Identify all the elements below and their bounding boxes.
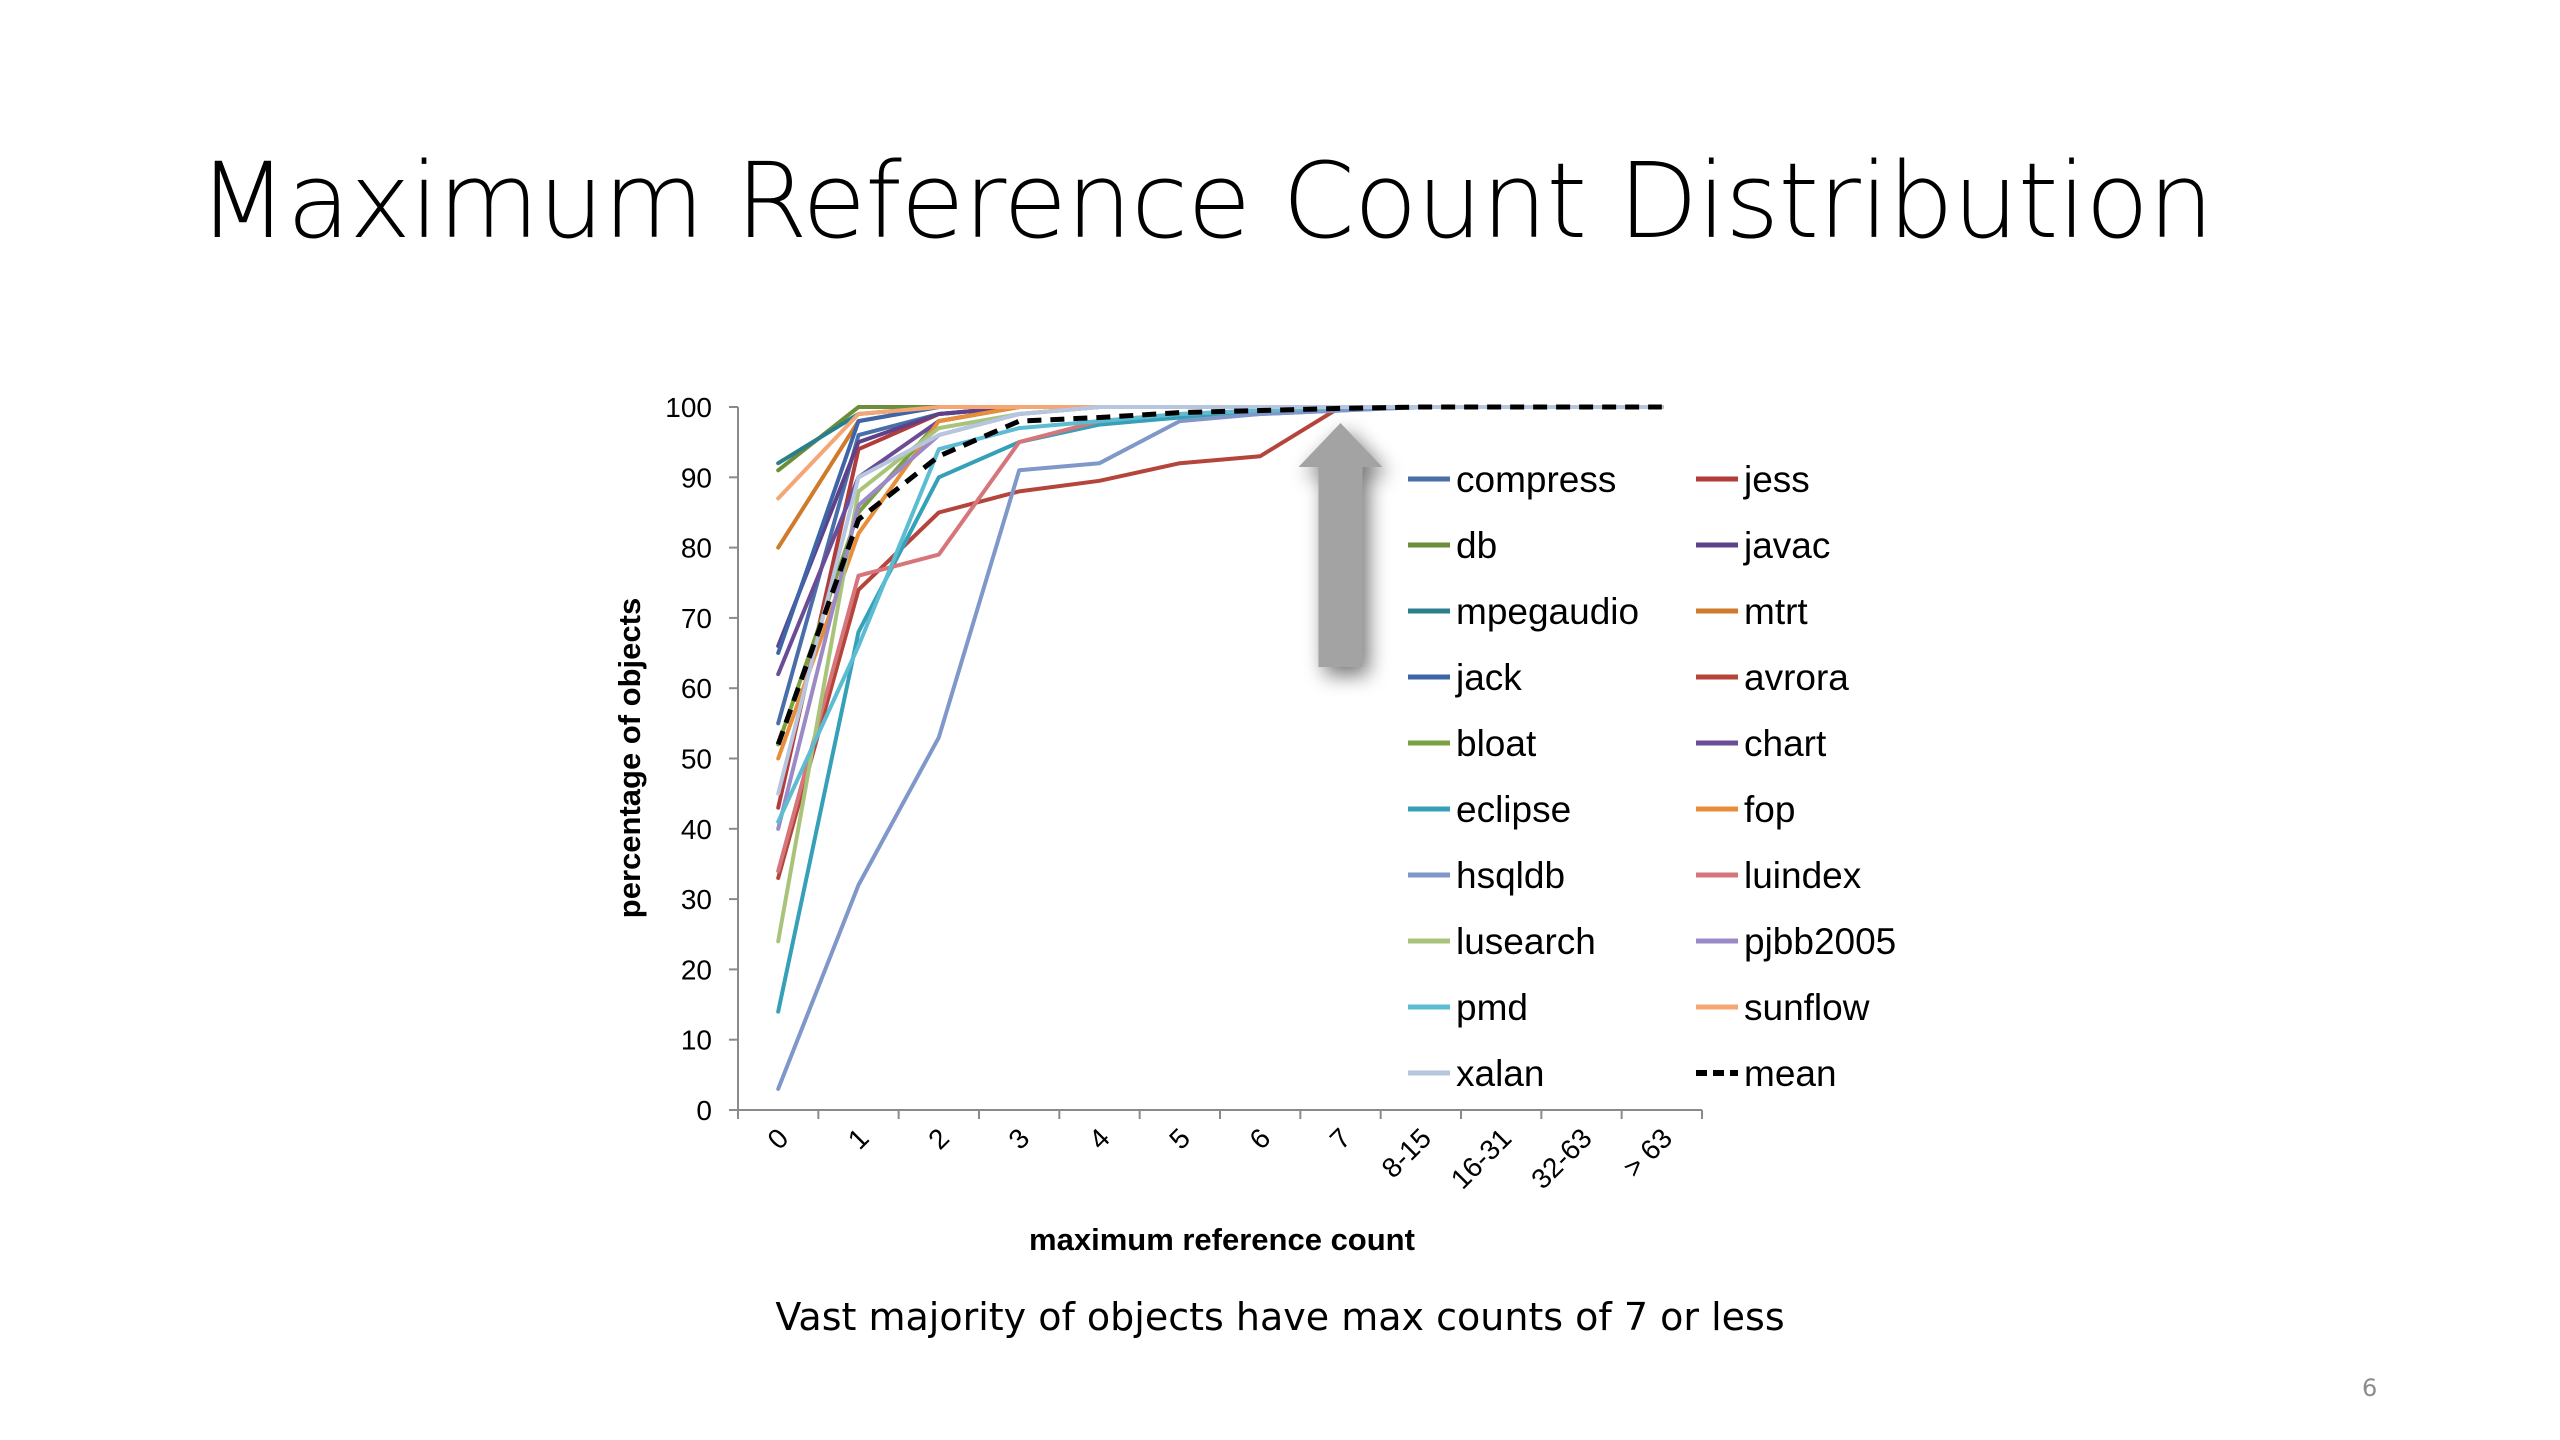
- chart-annotation: [1298, 423, 1383, 667]
- x-tick-label: 6: [1243, 1122, 1276, 1155]
- legend-item-lusearch: lusearch: [1408, 921, 1596, 962]
- legend-item-javac: javac: [1696, 525, 1830, 566]
- y-tick-label: 80: [681, 533, 712, 564]
- legend-label: pjbb2005: [1744, 921, 1896, 962]
- y-tick-label: 30: [681, 884, 712, 915]
- legend-label: jack: [1455, 657, 1522, 698]
- legend-label: compress: [1456, 459, 1616, 500]
- y-tick-label: 10: [681, 1025, 712, 1056]
- page-number: 6: [2362, 1374, 2378, 1402]
- legend-item-hsqldb: hsqldb: [1408, 855, 1565, 896]
- up-arrow-annotation: [1298, 423, 1383, 667]
- legend-label: bloat: [1456, 723, 1537, 764]
- legend-item-bloat: bloat: [1408, 723, 1537, 764]
- x-tick-label: 2: [922, 1122, 955, 1155]
- legend-item-pmd: pmd: [1408, 987, 1528, 1028]
- legend-item-db: db: [1408, 525, 1497, 566]
- legend-label: mtrt: [1744, 591, 1808, 632]
- x-tick-label: 7: [1324, 1122, 1357, 1155]
- legend-item-fop: fop: [1696, 789, 1795, 830]
- legend-label: eclipse: [1456, 789, 1571, 830]
- slide-title: Maximum Reference Count Distribution: [198, 140, 2214, 262]
- legend-label: sunflow: [1744, 987, 1870, 1028]
- x-tick-label: 0: [761, 1122, 794, 1155]
- x-tick-label: > 63: [1617, 1122, 1678, 1183]
- legend-label: db: [1456, 525, 1497, 566]
- legend-item-chart: chart: [1696, 723, 1827, 764]
- legend-label: chart: [1744, 723, 1827, 764]
- chart-axis-labels: maximum reference count percentage of ob…: [612, 598, 1415, 1257]
- legend-item-mpegaudio: mpegaudio: [1408, 591, 1639, 632]
- legend-item-xalan: xalan: [1408, 1053, 1544, 1094]
- x-tick-label: 3: [1002, 1122, 1035, 1155]
- y-tick-label: 0: [696, 1095, 712, 1126]
- legend-item-jack: jack: [1408, 657, 1522, 698]
- x-tick-label: 16-31: [1445, 1122, 1518, 1195]
- legend-label: pmd: [1456, 987, 1528, 1028]
- y-tick-label: 100: [665, 392, 712, 423]
- legend-item-avrora: avrora: [1696, 657, 1849, 698]
- legend-label: mean: [1744, 1053, 1837, 1094]
- x-tick-label: 32-63: [1525, 1122, 1598, 1195]
- x-tick-label: 8-15: [1376, 1122, 1438, 1184]
- legend-label: fop: [1744, 789, 1795, 830]
- x-tick-label: 5: [1163, 1122, 1196, 1155]
- y-tick-label: 50: [681, 744, 712, 775]
- y-tick-label: 90: [681, 462, 712, 493]
- slide-caption: Vast majority of objects have max counts…: [775, 1295, 1785, 1339]
- y-tick-label: 40: [681, 814, 712, 845]
- x-axis-label: maximum reference count: [1029, 1222, 1415, 1257]
- x-tick-label: 4: [1083, 1122, 1116, 1155]
- legend-item-luindex: luindex: [1696, 855, 1862, 896]
- legend-item-compress: compress: [1408, 459, 1616, 500]
- legend-label: xalan: [1456, 1053, 1544, 1094]
- chart-legend: compress jess db javac mpegaudio mtrt jack avro…: [1408, 459, 1896, 1094]
- legend-label: avrora: [1744, 657, 1849, 698]
- y-tick-label: 70: [681, 603, 712, 634]
- legend-label: jess: [1743, 459, 1810, 500]
- y-tick-label: 20: [681, 954, 712, 985]
- y-axis-label: percentage of objects: [612, 598, 647, 918]
- legend-label: lusearch: [1456, 921, 1596, 962]
- legend-item-pjbb2005: pjbb2005: [1696, 921, 1896, 962]
- legend-item-jess: jess: [1696, 459, 1810, 500]
- legend-item-eclipse: eclipse: [1408, 789, 1571, 830]
- legend-label: javac: [1743, 525, 1830, 566]
- legend-label: mpegaudio: [1456, 591, 1639, 632]
- legend-item-mtrt: mtrt: [1696, 591, 1808, 632]
- legend-label: hsqldb: [1456, 855, 1565, 896]
- chart-series-lines: [775, 404, 1664, 1091]
- series-line-mean: [775, 404, 1662, 746]
- legend-item-mean: mean: [1696, 1053, 1837, 1094]
- legend-item-sunflow: sunflow: [1696, 987, 1870, 1028]
- x-tick-label: 1: [842, 1122, 875, 1155]
- y-tick-label: 60: [681, 673, 712, 704]
- legend-label: luindex: [1744, 855, 1862, 896]
